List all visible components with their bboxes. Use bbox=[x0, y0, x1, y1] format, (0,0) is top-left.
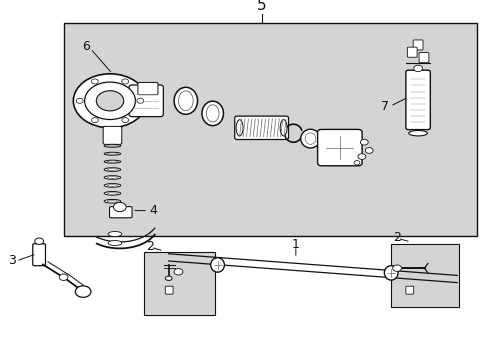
Ellipse shape bbox=[305, 133, 315, 144]
Text: 7: 7 bbox=[380, 100, 388, 113]
Circle shape bbox=[392, 265, 401, 271]
Ellipse shape bbox=[104, 184, 121, 187]
FancyBboxPatch shape bbox=[405, 286, 413, 294]
Ellipse shape bbox=[174, 87, 197, 114]
Circle shape bbox=[59, 274, 68, 280]
Ellipse shape bbox=[178, 91, 193, 111]
FancyBboxPatch shape bbox=[317, 130, 361, 166]
Ellipse shape bbox=[108, 231, 122, 237]
Circle shape bbox=[91, 79, 98, 84]
Ellipse shape bbox=[206, 105, 219, 122]
Ellipse shape bbox=[384, 266, 397, 280]
FancyBboxPatch shape bbox=[165, 286, 173, 294]
Ellipse shape bbox=[104, 152, 121, 155]
Ellipse shape bbox=[165, 276, 172, 280]
Text: 5: 5 bbox=[256, 0, 266, 13]
Circle shape bbox=[413, 65, 422, 72]
Circle shape bbox=[75, 286, 91, 297]
Circle shape bbox=[91, 118, 98, 123]
Ellipse shape bbox=[104, 144, 121, 147]
Circle shape bbox=[357, 154, 365, 159]
Ellipse shape bbox=[202, 101, 223, 126]
FancyBboxPatch shape bbox=[33, 244, 45, 266]
Text: 3: 3 bbox=[8, 255, 16, 267]
Circle shape bbox=[73, 74, 146, 128]
Text: 2: 2 bbox=[145, 240, 153, 253]
Text: 1: 1 bbox=[291, 238, 299, 251]
FancyBboxPatch shape bbox=[129, 85, 163, 117]
Bar bbox=[63, 23, 476, 236]
Ellipse shape bbox=[300, 129, 320, 148]
Circle shape bbox=[137, 98, 143, 103]
Text: 4: 4 bbox=[149, 204, 157, 217]
Circle shape bbox=[84, 82, 135, 120]
FancyBboxPatch shape bbox=[103, 126, 122, 144]
Ellipse shape bbox=[104, 199, 121, 203]
Circle shape bbox=[353, 161, 359, 165]
FancyBboxPatch shape bbox=[407, 47, 416, 57]
FancyBboxPatch shape bbox=[412, 40, 422, 50]
Ellipse shape bbox=[104, 160, 121, 163]
Circle shape bbox=[96, 91, 123, 111]
Ellipse shape bbox=[108, 240, 122, 246]
Ellipse shape bbox=[408, 130, 427, 136]
Circle shape bbox=[174, 269, 183, 275]
FancyBboxPatch shape bbox=[138, 82, 158, 95]
FancyBboxPatch shape bbox=[234, 116, 288, 139]
Bar bbox=[390, 244, 458, 307]
Ellipse shape bbox=[104, 192, 121, 195]
Circle shape bbox=[122, 79, 128, 84]
Circle shape bbox=[365, 148, 372, 153]
Text: 2: 2 bbox=[392, 231, 400, 244]
Circle shape bbox=[360, 139, 367, 145]
Ellipse shape bbox=[280, 120, 286, 136]
Text: 6: 6 bbox=[81, 40, 89, 53]
Ellipse shape bbox=[104, 176, 121, 179]
Bar bbox=[144, 252, 215, 315]
Circle shape bbox=[113, 202, 126, 212]
Circle shape bbox=[76, 98, 83, 103]
FancyBboxPatch shape bbox=[405, 70, 429, 130]
Circle shape bbox=[122, 118, 128, 123]
FancyBboxPatch shape bbox=[109, 207, 132, 218]
Ellipse shape bbox=[236, 120, 243, 136]
FancyBboxPatch shape bbox=[418, 53, 428, 63]
Circle shape bbox=[35, 238, 43, 244]
Ellipse shape bbox=[210, 258, 224, 272]
Ellipse shape bbox=[104, 168, 121, 171]
